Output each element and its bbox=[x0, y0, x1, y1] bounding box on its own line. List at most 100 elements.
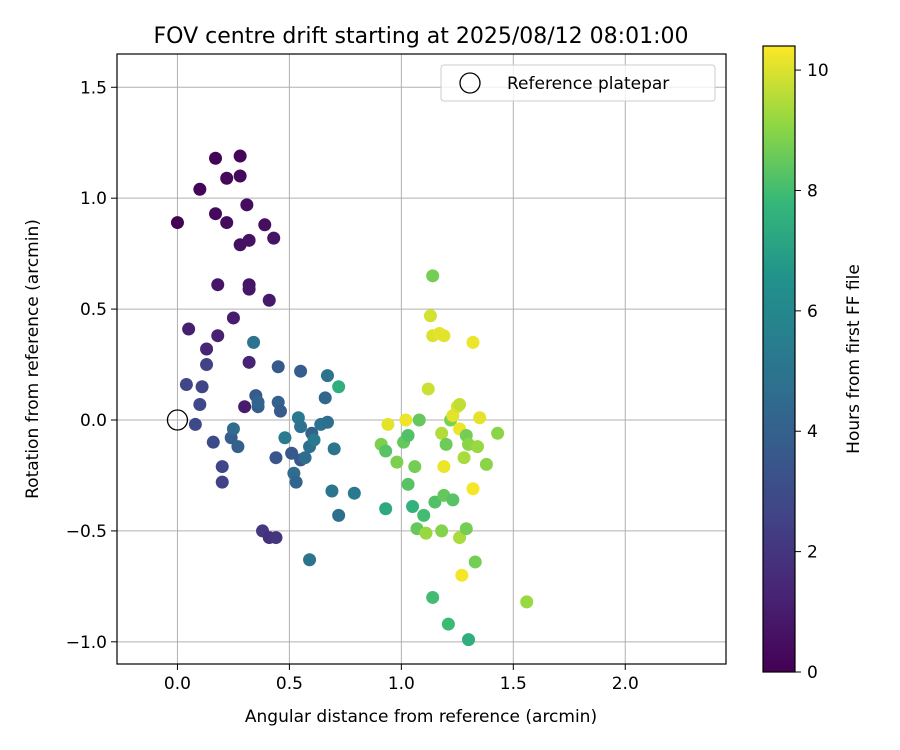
data-point bbox=[170, 216, 184, 230]
data-point bbox=[200, 358, 214, 372]
y-tick-label: 1.5 bbox=[80, 78, 107, 98]
legend-reference-marker bbox=[459, 72, 481, 94]
colorbar-tick-label: 8 bbox=[807, 181, 818, 201]
data-point bbox=[437, 329, 451, 343]
x-tick-label: 0.0 bbox=[164, 674, 191, 694]
data-point bbox=[455, 568, 469, 582]
data-point bbox=[473, 411, 487, 425]
data-point bbox=[211, 329, 225, 343]
data-point bbox=[408, 460, 422, 474]
data-point bbox=[206, 435, 220, 449]
data-point bbox=[468, 555, 482, 569]
data-point bbox=[347, 486, 361, 500]
colorbar-tick-label: 4 bbox=[807, 422, 818, 442]
data-point bbox=[453, 531, 467, 545]
data-point bbox=[459, 522, 473, 536]
x-axis-ticks: 0.0 0.5 1.0 1.5 2.0 bbox=[164, 664, 639, 694]
x-tick-label: 2.0 bbox=[612, 674, 639, 694]
data-point bbox=[428, 495, 442, 509]
y-tick-label: 0.5 bbox=[80, 300, 107, 320]
data-point bbox=[417, 508, 431, 522]
data-point bbox=[457, 451, 471, 465]
data-point bbox=[441, 617, 455, 631]
data-point bbox=[332, 380, 346, 394]
data-point bbox=[453, 397, 467, 411]
colorbar-tick-label: 10 bbox=[807, 61, 829, 81]
x-tick-label: 1.5 bbox=[500, 674, 527, 694]
colorbar: 0 2 4 6 8 10 Hours from first FF file bbox=[762, 45, 864, 683]
data-point bbox=[294, 420, 308, 434]
y-axis-label: Rotation from reference (arcmin) bbox=[23, 219, 43, 499]
data-point bbox=[215, 460, 229, 474]
x-tick-label: 1.0 bbox=[388, 674, 415, 694]
colorbar-label: Hours from first FF file bbox=[844, 264, 864, 454]
data-point bbox=[242, 282, 256, 296]
legend-box bbox=[440, 64, 716, 102]
data-point bbox=[269, 451, 283, 465]
data-point bbox=[262, 293, 276, 307]
plot-frame bbox=[116, 53, 727, 665]
data-point bbox=[294, 364, 308, 378]
data-point bbox=[462, 633, 476, 647]
colorbar-ticks: 0 2 4 6 8 10 bbox=[795, 61, 829, 683]
data-point bbox=[419, 526, 433, 540]
data-point bbox=[242, 233, 256, 247]
data-point bbox=[289, 475, 303, 489]
x-tick-label: 0.5 bbox=[276, 674, 303, 694]
data-points bbox=[170, 149, 534, 647]
data-point bbox=[233, 169, 247, 183]
data-point bbox=[220, 171, 234, 185]
data-point bbox=[271, 360, 285, 374]
data-point bbox=[332, 508, 346, 522]
data-point bbox=[426, 590, 440, 604]
data-point bbox=[479, 457, 493, 471]
data-point bbox=[200, 342, 214, 356]
data-point bbox=[231, 440, 245, 454]
data-point bbox=[437, 460, 451, 474]
data-point bbox=[470, 440, 484, 454]
data-point bbox=[401, 477, 415, 491]
data-point bbox=[211, 278, 225, 292]
data-point bbox=[390, 455, 404, 469]
data-point bbox=[242, 355, 256, 369]
data-point bbox=[466, 335, 480, 349]
data-point bbox=[423, 309, 437, 323]
data-point bbox=[195, 380, 209, 394]
data-point bbox=[226, 311, 240, 325]
data-point bbox=[379, 444, 393, 458]
data-point bbox=[209, 207, 223, 221]
colorbar-tick-label: 0 bbox=[807, 663, 818, 683]
y-tick-label: 1.0 bbox=[80, 189, 107, 209]
colorbar-gradient bbox=[763, 46, 795, 672]
reference-platepar-marker bbox=[166, 409, 189, 431]
data-point bbox=[406, 500, 420, 514]
data-point bbox=[327, 442, 341, 456]
data-point bbox=[182, 322, 196, 336]
data-point bbox=[401, 429, 415, 443]
data-point bbox=[303, 553, 317, 567]
data-point bbox=[193, 397, 207, 411]
legend: Reference platepar bbox=[440, 64, 716, 102]
y-axis-ticks: −1.0 −0.5 0.0 0.5 1.0 1.5 bbox=[66, 78, 117, 653]
legend-entry-label: Reference platepar bbox=[507, 74, 669, 94]
data-point bbox=[320, 369, 334, 383]
data-point bbox=[209, 151, 223, 165]
data-point bbox=[220, 216, 234, 230]
y-tick-label: −1.0 bbox=[66, 633, 107, 653]
data-point bbox=[247, 335, 261, 349]
data-point bbox=[320, 415, 334, 429]
data-point bbox=[267, 231, 281, 245]
data-point bbox=[240, 198, 254, 212]
data-point bbox=[269, 531, 283, 545]
data-point bbox=[439, 437, 453, 451]
chart-title: FOV centre drift starting at 2025/08/12 … bbox=[154, 24, 689, 49]
reference-marker-layer bbox=[166, 409, 189, 431]
data-point bbox=[421, 382, 435, 396]
colorbar-frame bbox=[762, 45, 796, 673]
data-point bbox=[435, 426, 449, 440]
data-point bbox=[446, 493, 460, 507]
data-point bbox=[188, 417, 202, 431]
data-point bbox=[285, 446, 299, 460]
data-point bbox=[179, 378, 193, 392]
